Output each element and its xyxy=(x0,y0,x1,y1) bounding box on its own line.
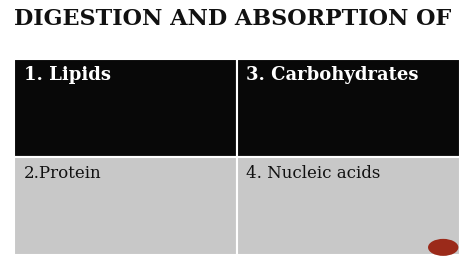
Text: 1. Lipids: 1. Lipids xyxy=(24,66,111,85)
Text: 4. Nucleic acids: 4. Nucleic acids xyxy=(246,165,381,182)
Bar xyxy=(14,157,237,255)
Circle shape xyxy=(428,239,458,256)
Bar xyxy=(237,157,460,255)
Bar xyxy=(237,59,460,157)
Bar xyxy=(14,59,237,157)
Text: 3. Carbohydrates: 3. Carbohydrates xyxy=(246,66,419,85)
Text: DIGESTION AND ABSORPTION OF: DIGESTION AND ABSORPTION OF xyxy=(14,8,451,30)
Text: 2.Protein: 2.Protein xyxy=(24,165,101,182)
